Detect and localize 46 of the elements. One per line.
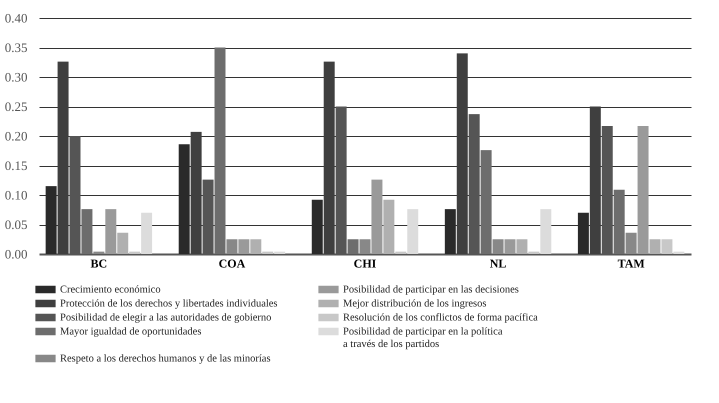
bar xyxy=(348,239,359,254)
bar xyxy=(492,239,504,254)
bar xyxy=(81,209,92,254)
y-tick-label: 0.35 xyxy=(4,40,28,55)
y-tick-label: 0.25 xyxy=(4,99,28,114)
x-tick-label: BC xyxy=(90,256,108,270)
bar xyxy=(661,239,672,254)
y-tick-label: 0.30 xyxy=(4,70,28,84)
bar xyxy=(407,209,418,254)
y-tick-label: 0.40 xyxy=(4,10,28,26)
legend-label: Mayor igualdad de oportunidades xyxy=(60,326,202,338)
x-tick-label: CHI xyxy=(354,256,377,270)
y-tick-label: 0.20 xyxy=(4,128,28,144)
bar xyxy=(650,239,660,254)
bar xyxy=(226,239,238,254)
y-tick-label: 0.05 xyxy=(4,217,28,232)
x-tick-label: COA xyxy=(218,256,246,270)
bar xyxy=(250,239,262,254)
bar xyxy=(214,48,226,254)
bar xyxy=(117,232,128,254)
legend-label: Resolución de los conflictos de forma pacífica xyxy=(343,312,538,324)
bar xyxy=(504,239,516,254)
bar xyxy=(516,239,528,254)
y-tick-label: 0.10 xyxy=(4,188,28,202)
legend-label: Respeto a los derechos humanos y de las minorías xyxy=(60,354,271,364)
bar xyxy=(614,190,625,254)
y-tick-label: 0.00 xyxy=(4,246,28,262)
legend-label: Protección de los derechos y libertades individuales xyxy=(60,298,278,310)
bar xyxy=(540,209,552,254)
bar xyxy=(141,212,152,254)
legend-label: Posibilidad de elegir a las autoridades de gobierno xyxy=(60,312,272,324)
bar xyxy=(480,150,492,254)
legend-label: Posibilidad de participar en las decisiones xyxy=(343,284,519,296)
legend-label: Crecimiento económico xyxy=(60,284,161,296)
x-tick-label: TAM xyxy=(618,256,645,270)
bar xyxy=(371,180,382,254)
legend-label: Mejor distribución de los ingresos xyxy=(343,298,486,310)
bar xyxy=(238,239,250,254)
bar xyxy=(638,126,649,254)
bar xyxy=(626,232,637,254)
x-tick-label: NL xyxy=(490,256,506,270)
bar xyxy=(360,239,370,254)
legend-label: Posibilidad de participar en la política a través de los partidos xyxy=(343,326,503,350)
y-tick-label: 0.15 xyxy=(4,158,28,173)
bar xyxy=(383,200,394,254)
bar xyxy=(105,209,116,254)
